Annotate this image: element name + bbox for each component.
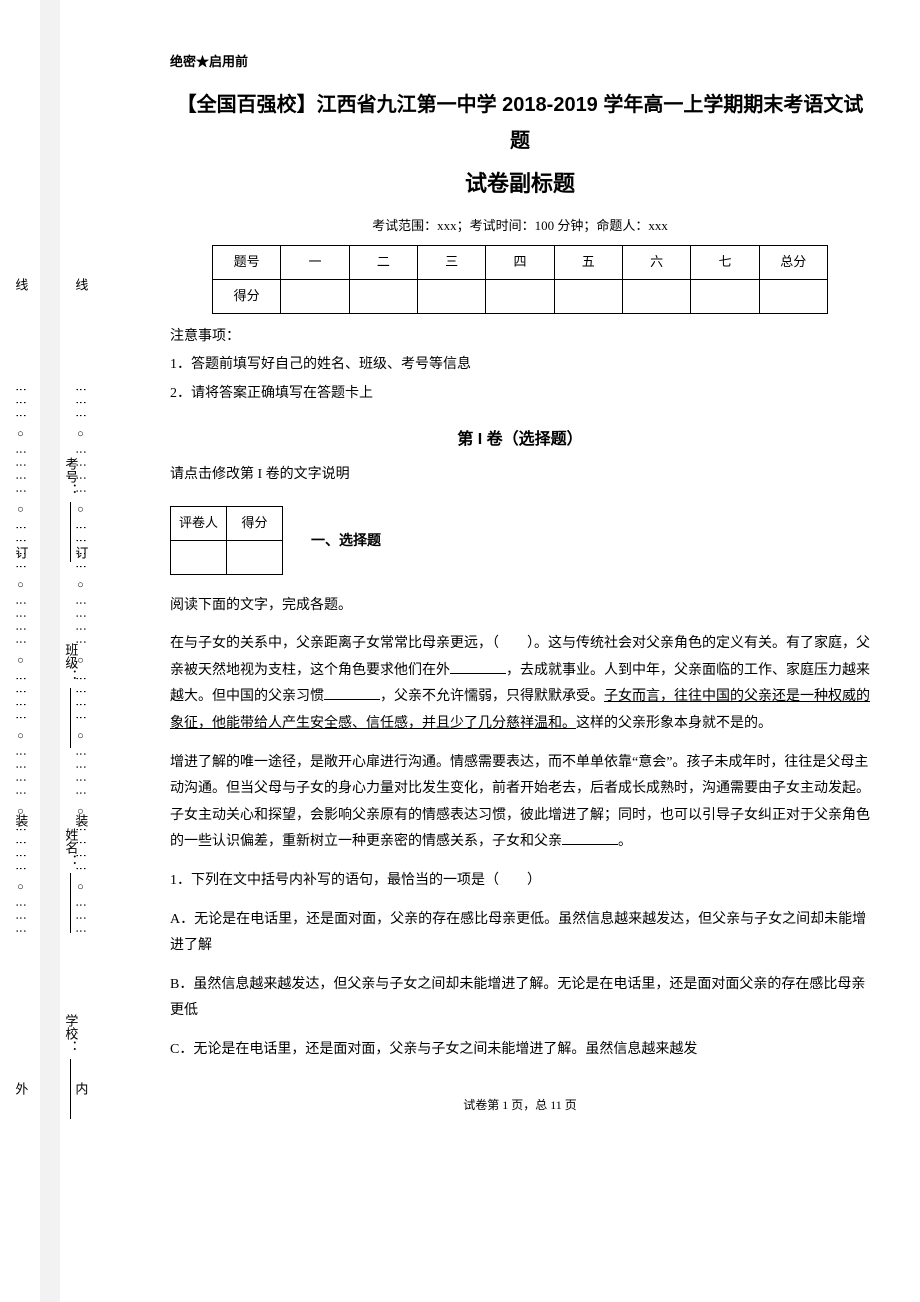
section-title: 一、选择题 [311,527,381,554]
score-header: 五 [554,246,622,280]
intro: 阅读下面的文字，完成各题。 [170,593,870,620]
grade-header: 得分 [227,507,283,541]
score-cell [349,279,417,313]
score-header: 七 [691,246,759,280]
score-cell [417,279,485,313]
score-cell [486,279,554,313]
option-a: A．无论是在电话里，还是面对面，父亲的存在感比母亲更低。虽然信息越来越发达，但父… [170,907,870,960]
score-cell [691,279,759,313]
notes: 注意事项： 1．答题前填写好自己的姓名、班级、考号等信息 2．请将答案正确填写在… [170,324,870,408]
blank-2 [324,686,380,700]
notes-heading: 注意事项： [170,324,870,351]
margin-label: 线 [68,278,93,291]
score-cell [554,279,622,313]
grade-cell [171,541,227,575]
score-header: 二 [349,246,417,280]
margin-label: 线 [8,278,33,291]
score-header: 一 [281,246,349,280]
volume-title: 第 I 卷（选择题） [170,425,870,455]
blank-1 [450,660,506,674]
inner-margin: ⋮⋮⋮ ○ ⋮⋮⋮⋮ ○ ⋮⋮⋮⋮ ○ ⋮⋮⋮⋮ ○ ⋮⋮⋮⋮ ○ ⋮⋮⋮⋮ ○… [60,0,100,1302]
inner-margin-labels: 线 订 装 内 [60,0,100,1302]
passage: 阅读下面的文字，完成各题。 在与子女的关系中，父亲距离子女常常比母亲更远，（ ）… [170,593,870,1064]
exam-subtitle: 试卷副标题 [170,163,870,205]
exam-info: 考试范围：xxx；考试时间：100 分钟；命题人：xxx [170,214,870,239]
margin-spacer [40,0,60,1302]
margin-label: 外 [8,1082,33,1095]
exam-title: 【全国百强校】江西省九江第一中学 2018-2019 学年高一上学期期末考语文试… [170,87,870,159]
grade-header: 评卷人 [171,507,227,541]
score-cell [622,279,690,313]
content-area: 绝密★启用前 【全国百强校】江西省九江第一中学 2018-2019 学年高一上学… [100,0,920,1302]
blank-3 [562,831,618,845]
score-cell [281,279,349,313]
paragraph-1: 在与子女的关系中，父亲距离子女常常比母亲更远，（ ）。这与传统社会对父亲角色的定… [170,631,870,737]
outer-margin: ⋮⋮⋮ ○ ⋮⋮⋮⋮ ○ ⋮⋮⋮⋮ ○ ⋮⋮⋮⋮ ○ ⋮⋮⋮⋮ ○ ⋮⋮⋮⋮ ○… [0,0,40,1302]
notes-item: 1．答题前填写好自己的姓名、班级、考号等信息 [170,352,870,379]
score-header: 六 [622,246,690,280]
grade-table: 评卷人 得分 [170,506,283,574]
score-header: 三 [417,246,485,280]
option-c: C．无论是在电话里，还是面对面，父亲与子女之间未能增进了解。虽然信息越来越发 [170,1037,870,1064]
score-cell [759,279,827,313]
notes-item: 2．请将答案正确填写在答题卡上 [170,381,870,408]
margin-label: 订 [68,546,93,559]
exam-page: ⋮⋮⋮ ○ ⋮⋮⋮⋮ ○ ⋮⋮⋮⋮ ○ ⋮⋮⋮⋮ ○ ⋮⋮⋮⋮ ○ ⋮⋮⋮⋮ ○… [0,0,920,1302]
margin-label: 装 [68,814,93,827]
page-footer: 试卷第 1 页，总 11 页 [170,1094,870,1117]
score-table: 题号 一 二 三 四 五 六 七 总分 得分 [212,245,828,313]
question-1: 1．下列在文中括号内补写的语句，最恰当的一项是（ ） [170,868,870,895]
margin-label: 订 [8,546,33,559]
grade-cell [227,541,283,575]
margin-label: 装 [8,814,33,827]
option-b: B．虽然信息越来越发达，但父亲与子女之间却未能增进了解。无论是在电话里，还是面对… [170,972,870,1025]
secret-mark: 绝密★启用前 [170,50,870,75]
outer-margin-labels: 线 订 装 外 [0,0,40,1302]
score-header: 题号 [213,246,281,280]
margin-label: 内 [68,1082,93,1095]
score-row-label: 得分 [213,279,281,313]
grade-row: 评卷人 得分 一、选择题 [170,506,870,574]
paragraph-2: 增进了解的唯一途径，是敞开心扉进行沟通。情感需要表达，而不单单依靠“意会”。孩子… [170,750,870,856]
score-header: 四 [486,246,554,280]
volume-hint: 请点击修改第 I 卷的文字说明 [170,462,870,489]
score-header: 总分 [759,246,827,280]
